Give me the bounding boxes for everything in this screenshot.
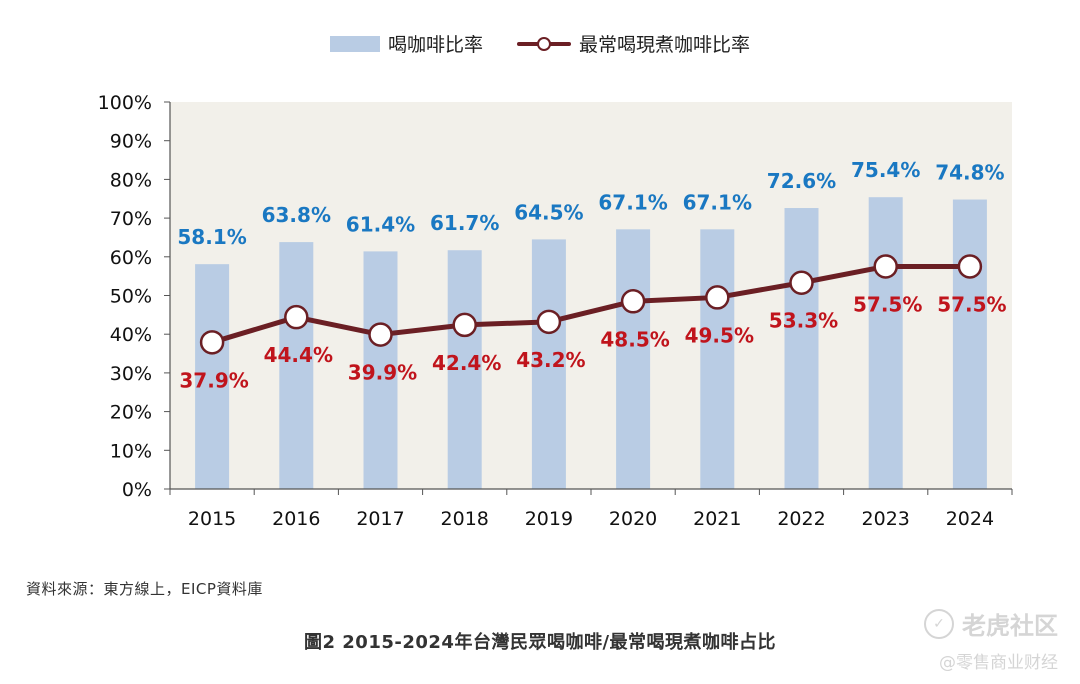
y-tick-label: 40%: [110, 324, 152, 346]
line-point: [705, 285, 730, 310]
line-data-label: 43.2%: [516, 348, 585, 372]
bar-data-label: 75.4%: [851, 158, 920, 182]
bar-data-label: 74.8%: [935, 161, 1004, 185]
bar: [784, 208, 819, 489]
y-tick-label: 100%: [98, 92, 152, 114]
y-tick-label: 20%: [110, 402, 152, 424]
watermark: ✓ 老虎社区: [924, 606, 1058, 641]
bar-data-label: 61.7%: [430, 211, 499, 235]
bar: [868, 197, 903, 489]
watermark-logo-icon: ✓: [924, 608, 954, 639]
figure-caption: 圖2 2015-2024年台灣民眾喝咖啡/最常喝現煮咖啡占比: [303, 632, 777, 653]
line-point: [284, 304, 309, 330]
line-point: [957, 254, 983, 279]
y-tick-label: 0%: [122, 479, 152, 501]
legend-item-bar: 喝咖啡比率: [329, 30, 483, 57]
line-point: [199, 330, 225, 355]
watermark-main-text: 老虎社区: [962, 612, 1058, 640]
y-tick-label: 60%: [110, 247, 152, 269]
x-tick-label: 2019: [525, 508, 573, 530]
legend-bar-label: 喝咖啡比率: [387, 34, 483, 56]
x-tick-label: 2017: [356, 508, 404, 530]
y-tick-label: 80%: [110, 169, 152, 191]
bar: [616, 229, 651, 489]
y-tick-label: 90%: [110, 131, 152, 153]
line-point: [873, 254, 898, 279]
y-tick-label: 70%: [110, 208, 152, 230]
bar-data-label: 72.6%: [767, 169, 836, 193]
x-tick-label: 2022: [777, 508, 825, 530]
legend-line-swatch: [517, 34, 571, 54]
line-data-label: 48.5%: [600, 327, 669, 351]
bar-data-label: 67.1%: [598, 190, 667, 214]
y-tick-label: 10%: [110, 440, 152, 462]
legend: 喝咖啡比率 最常喝現煮咖啡比率: [0, 30, 1080, 57]
line-series: [211, 263, 970, 345]
bar: [700, 229, 735, 489]
bar: [952, 199, 987, 490]
bar-data-label: 63.8%: [262, 203, 331, 227]
bar-data-label: 67.1%: [683, 190, 752, 214]
x-tick-label: 2015: [188, 508, 236, 530]
line-point: [536, 309, 562, 335]
bar-data-label: 58.1%: [177, 225, 246, 249]
y-tick-label: 50%: [110, 286, 152, 308]
line-data-label: 57.5%: [853, 292, 922, 316]
bar: [531, 239, 566, 489]
bar-data-label: 64.5%: [514, 200, 583, 224]
line-data-label: 53.3%: [769, 309, 838, 333]
x-tick-label: 2018: [441, 508, 489, 530]
y-tick-label: 30%: [110, 363, 152, 385]
bar: [363, 251, 398, 489]
line-point: [789, 270, 814, 295]
x-tick-label: 2020: [609, 508, 657, 530]
line-data-label: 37.9%: [179, 368, 248, 392]
line-data-label: 39.9%: [348, 361, 417, 385]
watermark-sub-text: @零售商业财经: [939, 653, 1058, 673]
x-tick-label: 2023: [862, 508, 910, 530]
line-point: [452, 312, 477, 338]
line-data-label: 42.4%: [432, 351, 501, 375]
x-tick-label: 2016: [272, 508, 320, 530]
x-tick-label: 2021: [693, 508, 741, 530]
line-data-label: 49.5%: [685, 323, 754, 347]
legend-line-label: 最常喝現煮咖啡比率: [579, 34, 751, 56]
bar: [279, 242, 314, 489]
bar: [195, 264, 230, 489]
source-note: 資料來源：東方線上，EICP資料庫: [26, 580, 263, 598]
line-point: [620, 289, 646, 314]
x-tick-label: 2024: [946, 508, 994, 530]
line-data-label: 44.4%: [264, 343, 333, 367]
line-data-label: 57.5%: [937, 292, 1006, 316]
legend-item-line: 最常喝現煮咖啡比率: [517, 30, 750, 57]
line-point: [368, 322, 393, 347]
bar: [447, 250, 482, 489]
legend-bar-swatch: [329, 35, 380, 52]
bar-data-label: 61.4%: [346, 212, 415, 236]
